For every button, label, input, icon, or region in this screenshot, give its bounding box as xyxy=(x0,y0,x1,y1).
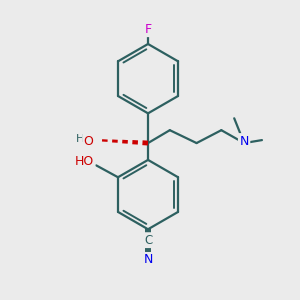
Text: N: N xyxy=(143,254,153,266)
Text: C: C xyxy=(144,234,152,247)
Text: F: F xyxy=(145,22,152,36)
Text: HO: HO xyxy=(75,155,94,168)
Text: O: O xyxy=(84,135,94,148)
Text: N: N xyxy=(239,135,249,148)
Text: H: H xyxy=(76,134,85,144)
